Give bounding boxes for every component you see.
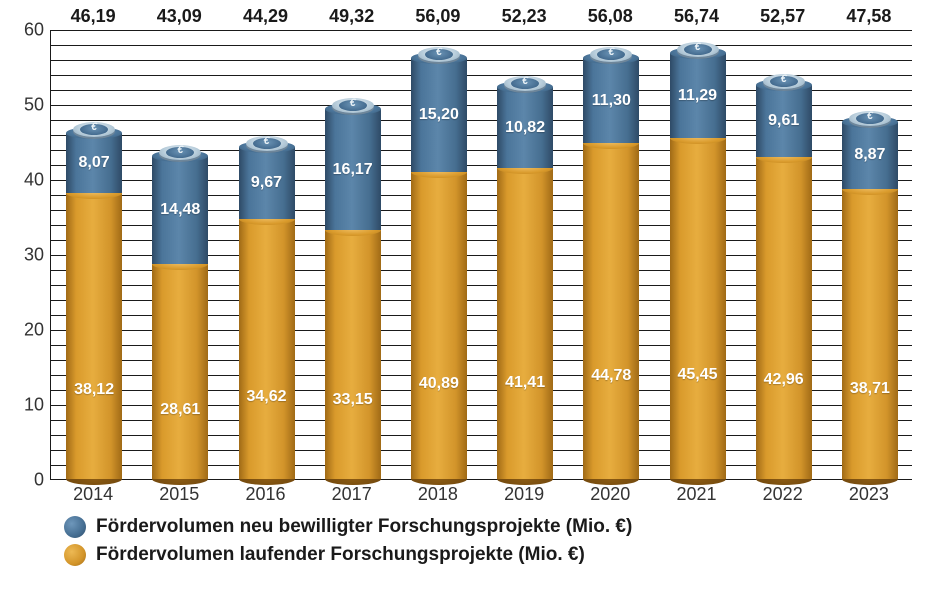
- x-axis-label: 2021: [654, 484, 740, 505]
- gridline: [51, 30, 912, 31]
- x-axis-label: 2014: [50, 484, 136, 505]
- bar-upper-value: 11,29: [670, 87, 726, 105]
- bar-upper-value: 11,30: [583, 92, 639, 110]
- euro-coin-icon: €: [763, 74, 805, 89]
- euro-coin-icon: €: [849, 111, 891, 126]
- bar-lower-value: 42,96: [756, 371, 812, 389]
- bar-lower-value: 34,62: [239, 388, 295, 406]
- legend-item-running: Fördervolumen laufender Forschungsprojek…: [64, 542, 632, 568]
- bar-upper-value: 8,07: [66, 154, 122, 172]
- bar-total-label: 56,74: [654, 6, 740, 27]
- euro-coin-icon: €: [677, 42, 719, 57]
- bar-lower-value: 40,89: [411, 375, 467, 393]
- y-axis-label: 10: [0, 395, 44, 416]
- bar-lower-value: 28,61: [152, 401, 208, 419]
- euro-coin-icon: €: [590, 47, 632, 62]
- plot-area: 38,12 8,07 €28,61 14,48 €34,62 9,67 €33,15 16,1…: [50, 30, 912, 480]
- legend-label-new: Fördervolumen neu bewilligter Forschungs…: [96, 514, 632, 540]
- bar-upper-value: 9,61: [756, 112, 812, 130]
- bar-lower-value: 41,41: [497, 374, 553, 392]
- y-axis-label: 20: [0, 320, 44, 341]
- bar-upper-value: 16,17: [325, 161, 381, 179]
- bar-2021: 45,4511,29€: [670, 53, 726, 479]
- bar-upper-value: 9,67: [239, 174, 295, 192]
- bar-lower-value: 44,78: [583, 367, 639, 385]
- bar-upper-value: 10,82: [497, 119, 553, 137]
- legend: Fördervolumen neu bewilligter Forschungs…: [64, 512, 632, 568]
- bar-lower-value: 33,15: [325, 391, 381, 409]
- euro-coin-icon: €: [159, 145, 201, 160]
- bar-total-label: 56,08: [567, 6, 653, 27]
- y-axis-label: 40: [0, 170, 44, 191]
- x-axis-label: 2015: [136, 484, 222, 505]
- bar-lower-value: 38,71: [842, 380, 898, 398]
- bar-2020: 44,7811,30€: [583, 58, 639, 479]
- x-axis-label: 2017: [309, 484, 395, 505]
- gridline: [51, 45, 912, 46]
- bar-upper-value: 14,48: [152, 201, 208, 219]
- legend-swatch-blue: [64, 516, 86, 538]
- x-axis-label: 2018: [395, 484, 481, 505]
- euro-coin-icon: €: [504, 76, 546, 91]
- y-axis-label: 50: [0, 95, 44, 116]
- bar-lower-value: 38,12: [66, 381, 122, 399]
- bar-2022: 42,969,61€: [756, 85, 812, 479]
- bar-total-label: 56,09: [395, 6, 481, 27]
- bar-total-label: 52,57: [740, 6, 826, 27]
- bar-upper-value: 8,87: [842, 146, 898, 164]
- euro-coin-icon: €: [73, 122, 115, 137]
- x-axis-label: 2016: [223, 484, 309, 505]
- x-axis-label: 2020: [567, 484, 653, 505]
- bar-2017: 33,1516,17€: [325, 109, 381, 479]
- bar-2018: 40,8915,20€: [411, 58, 467, 479]
- bar-total-label: 43,09: [136, 6, 222, 27]
- bar-2023: 38,718,87€: [842, 122, 898, 479]
- x-axis-label: 2019: [481, 484, 567, 505]
- funding-chart: 0102030405060 46,1943,0944,2949,3256,095…: [0, 0, 926, 590]
- bar-total-label: 52,23: [481, 6, 567, 27]
- bar-total-label: 47,58: [826, 6, 912, 27]
- bar-2014: 38,128,07€: [66, 133, 122, 479]
- x-axis-label: 2023: [826, 484, 912, 505]
- bar-lower-value: 45,45: [670, 366, 726, 384]
- bar-total-label: 44,29: [223, 6, 309, 27]
- euro-coin-icon: €: [246, 136, 288, 151]
- bar-upper-value: 15,20: [411, 106, 467, 124]
- gridline: [51, 60, 912, 61]
- y-axis-label: 60: [0, 20, 44, 41]
- legend-label-running: Fördervolumen laufender Forschungsprojek…: [96, 542, 585, 568]
- bar-2015: 28,6114,48€: [152, 156, 208, 479]
- bar-total-label: 49,32: [309, 6, 395, 27]
- bar-2019: 41,4110,82€: [497, 87, 553, 479]
- x-axis-label: 2022: [740, 484, 826, 505]
- legend-item-new: Fördervolumen neu bewilligter Forschungs…: [64, 514, 632, 540]
- euro-coin-icon: €: [332, 98, 374, 113]
- euro-coin-icon: €: [418, 47, 460, 62]
- y-axis-label: 30: [0, 245, 44, 266]
- legend-swatch-orange: [64, 544, 86, 566]
- bar-total-label: 46,19: [50, 6, 136, 27]
- y-axis-label: 0: [0, 470, 44, 491]
- bar-2016: 34,629,67€: [239, 147, 295, 479]
